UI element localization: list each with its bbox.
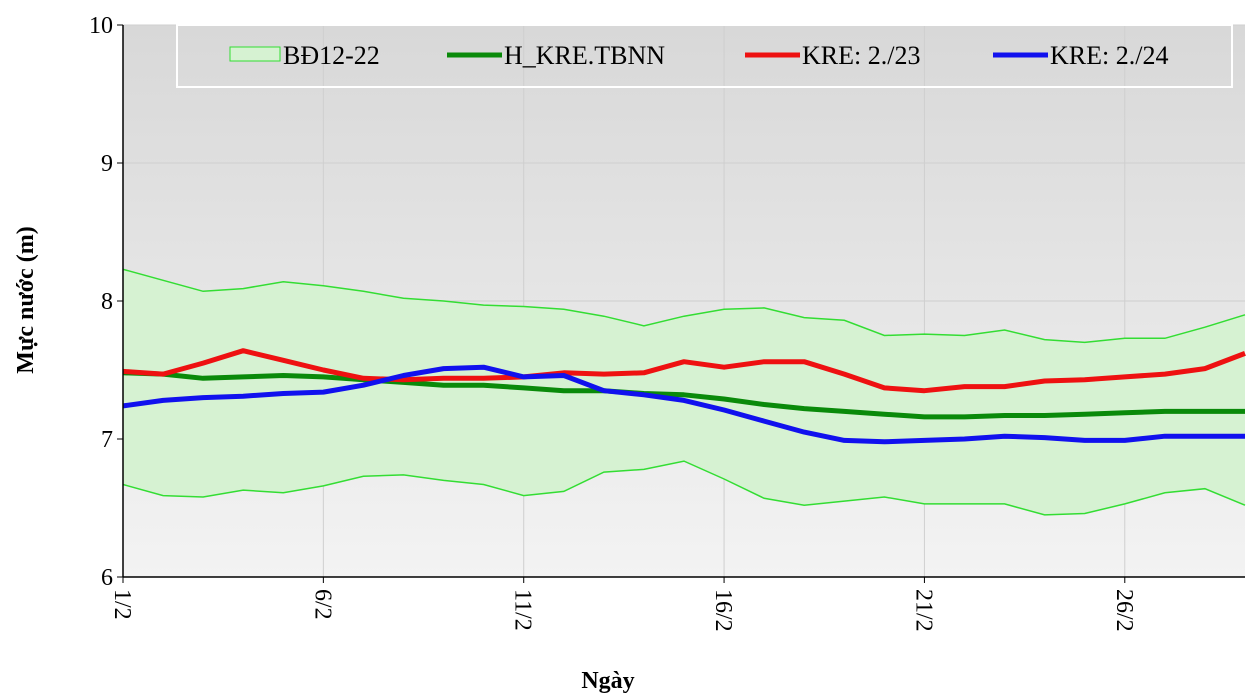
series-line (122, 370, 1245, 420)
y-axis-label: Mực nước (m) (13, 226, 39, 373)
legend-label: H_KRE.TBNN (504, 41, 665, 70)
band-lower (122, 460, 1246, 516)
legend-swatch (229, 46, 281, 62)
series-line (122, 364, 1245, 445)
y-tick-label: 9 (101, 151, 113, 177)
legend-label: BĐ12-22 (283, 41, 380, 70)
band-upper (122, 268, 1246, 344)
x-tick-label: 1/2 (109, 589, 135, 620)
y-tick-label: 6 (101, 565, 113, 591)
x-tick-label: 16/2 (710, 589, 736, 632)
y-tick-label: 10 (89, 13, 113, 39)
y-tick-label: 7 (101, 427, 113, 453)
band-fill (123, 269, 1245, 515)
y-tick-label: 8 (101, 289, 113, 315)
legend-label: KRE: 2./24 (1050, 41, 1168, 70)
series-line (122, 348, 1246, 394)
legend-label: KRE: 2./23 (802, 41, 920, 70)
x-tick-label: 21/2 (910, 589, 936, 632)
x-tick-label: 26/2 (1111, 589, 1137, 632)
legend (176, 24, 1233, 88)
x-tick-label: 11/2 (510, 589, 536, 631)
x-tick-label: 6/2 (309, 589, 335, 620)
x-axis-label: Ngày (581, 668, 634, 694)
